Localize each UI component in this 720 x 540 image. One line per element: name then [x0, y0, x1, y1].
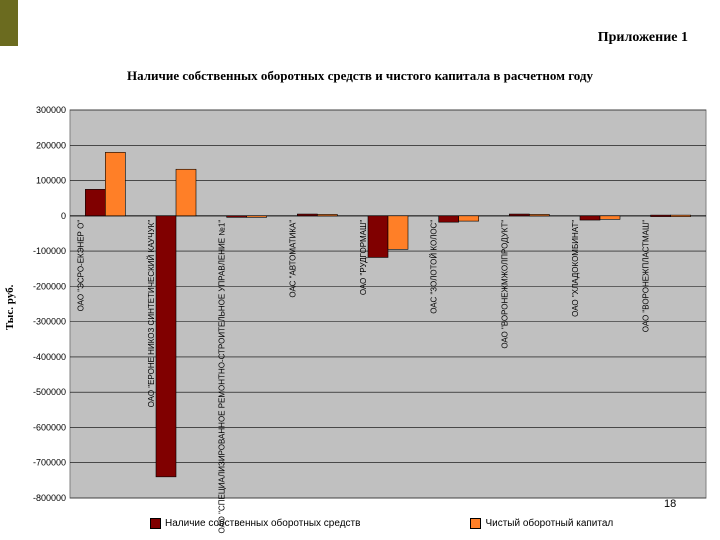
category-label: ОАО "ЭСРО-ЕКЭНЕР О": [76, 220, 85, 312]
y-tick-labels: 300000 200000 100000 0 -100000 -200000 -300000…: [33, 105, 66, 503]
bars: [85, 152, 691, 478]
page-number: 18: [664, 498, 677, 510]
bar-series2: [670, 214, 691, 217]
bar-series1: [650, 214, 671, 217]
bar-series1: [509, 213, 530, 217]
legend: Наличие собственных оборотных средств Чи…: [150, 518, 613, 529]
y-tick-label: -600000: [33, 422, 66, 432]
bar-series2: [246, 215, 267, 218]
legend-swatch-series2: [470, 518, 482, 529]
bar-series1: [155, 215, 177, 478]
chart-title: Наличие собственных оборотных средств и …: [126, 68, 594, 83]
bar-series1: [438, 215, 459, 223]
bar-series2: [458, 215, 479, 222]
bar-series1: [579, 215, 601, 221]
bar-series1: [367, 215, 389, 258]
y-tick-label: 300000: [36, 105, 66, 115]
bar-series2: [317, 214, 338, 217]
accent-bar: [0, 0, 18, 46]
legend-label-series1: Наличие собственных оборотных средств: [165, 518, 361, 529]
category-label: ОАО "ВОРОНЕЖПЛАСТМАШ": [642, 220, 651, 333]
bar-series1: [226, 215, 247, 218]
category-label: ОАО "ЕРОНЕ НИКОЗ СИНТЕТИЧЕСКИЙ КАУЧУК": [147, 220, 156, 408]
legend-item-series2: Чистый оборотный капитал: [470, 518, 613, 529]
category-label: ОАО "РУДГОРМАШ": [359, 220, 368, 295]
y-tick-label: 0: [61, 211, 66, 221]
category-labels: ОАО "ЭСРО-ЕКЭНЕР О" ОАО "ЕРОНЕ НИКОЗ СИНТ…: [76, 220, 650, 534]
legend-item-series1: Наличие собственных оборотных средств: [150, 518, 360, 529]
bar-series2: [387, 215, 409, 250]
category-label: ОАО "ХЛАДОКОМБИНАТ": [571, 220, 580, 317]
category-label: ОАО "ВОРОНЕЖМЖОЛПРОДУКТ": [500, 220, 509, 349]
y-tick-label: 100000: [36, 176, 66, 186]
bar-series1: [297, 213, 318, 217]
y-tick-label: -700000: [33, 458, 66, 468]
y-tick-label: -500000: [33, 387, 66, 397]
bar-series2: [599, 215, 621, 220]
y-tick-label: -100000: [33, 246, 66, 256]
y-tick-label: -400000: [33, 352, 66, 362]
bar-series2: [175, 168, 197, 217]
category-label: ОАО "СПЕЦИАЛИЗИРОВАННОЕ РЕМОНТНО-СТРОИТЕ…: [218, 220, 227, 534]
bar-series2: [105, 152, 126, 217]
y-tick-label: -300000: [33, 317, 66, 327]
y-tick-label: 200000: [36, 140, 66, 150]
y-tick-label: -800000: [33, 493, 66, 503]
legend-swatch-series1: [150, 518, 161, 529]
bar-series2: [529, 214, 550, 217]
bar-series1: [85, 189, 106, 217]
legend-label-series2: Чистый оборотный капитал: [485, 518, 614, 529]
category-label: ОАС "ЗОЛОТОЙ КОЛОС": [430, 220, 439, 314]
y-tick-label: -200000: [33, 281, 66, 291]
appendix-label: Приложение 1: [597, 30, 688, 45]
category-label: ОАС "АВТОМАТИКА": [288, 220, 297, 298]
